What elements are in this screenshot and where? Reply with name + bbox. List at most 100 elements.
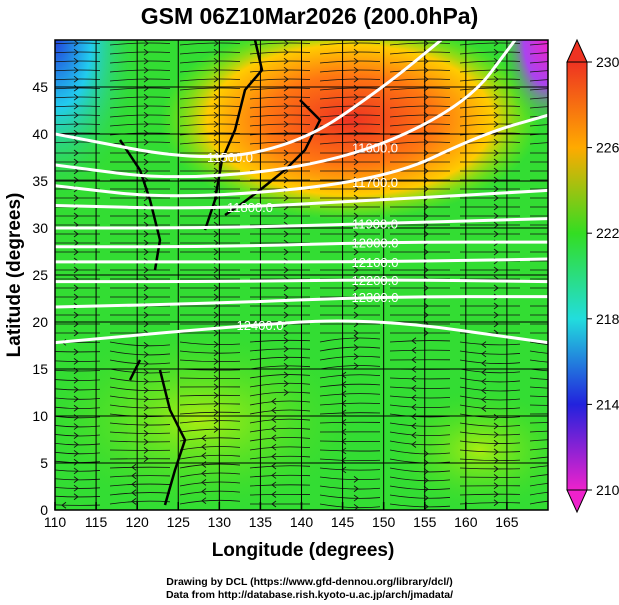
streamline-arrow: [73, 266, 79, 274]
streamline: [109, 341, 171, 347]
streamline-arrow: [341, 399, 347, 407]
streamline: [249, 51, 311, 55]
contour-label: 12000.0: [352, 235, 399, 250]
streamline: [319, 69, 381, 73]
streamline-arrow: [143, 176, 149, 184]
streamline-arrow: [423, 93, 429, 101]
streamline: [109, 51, 171, 55]
streamline-arrow: [131, 472, 137, 480]
streamline: [389, 123, 451, 127]
streamline: [179, 472, 241, 478]
streamline-arrow: [493, 230, 499, 238]
streamline-arrow: [493, 158, 499, 166]
streamline-arrow: [73, 57, 79, 65]
streamline-arrow: [143, 102, 149, 110]
streamline: [529, 97, 548, 100]
streamline-arrow: [283, 102, 289, 110]
streamline-arrow: [73, 404, 79, 412]
streamline-arrow: [481, 387, 487, 394]
streamline: [249, 123, 311, 127]
streamline-arrow: [341, 409, 347, 417]
streamline: [529, 142, 548, 145]
streamline-arrow: [61, 501, 67, 509]
streamline: [529, 395, 548, 398]
streamline-arrow: [411, 431, 417, 439]
streamline: [459, 467, 521, 470]
y-tick-label: 40: [32, 126, 48, 142]
streamline: [109, 87, 171, 91]
streamline-arrow: [213, 40, 219, 47]
streamline-arrow: [73, 129, 79, 137]
coastline: [118, 40, 322, 506]
streamline: [319, 42, 381, 46]
streamline: [529, 368, 548, 372]
streamline-arrow: [552, 368, 556, 374]
streamline: [319, 476, 381, 481]
streamline-arrow: [201, 452, 207, 459]
streamline-arrow: [423, 468, 429, 475]
footer-credit: Drawing by DCL (https://www.gfd-dennou.o…: [166, 576, 453, 588]
streamline: [109, 483, 171, 487]
streamline-arrow: [423, 66, 429, 74]
streamline-arrow: [564, 497, 568, 503]
streamline: [459, 105, 521, 109]
streamline-arrow: [143, 404, 149, 412]
streamline-arrow: [341, 371, 347, 379]
streamline: [55, 360, 101, 362]
colorbar-tick-label: 230: [596, 54, 619, 70]
height-contours: 11500.0 11600.0 11700.0 11800.0 11900.0 12000…: [55, 40, 548, 345]
streamline-arrow: [143, 311, 149, 319]
streamline: [459, 413, 521, 419]
streamline-arrow: [213, 366, 219, 374]
streamline-arrow: [213, 212, 219, 220]
streamline-arrow: [73, 476, 79, 483]
streamline-arrow: [73, 248, 79, 256]
streamline-arrow: [353, 476, 359, 483]
height-contour: [55, 278, 548, 284]
streamline-arrow: [213, 293, 219, 301]
streamline: [319, 105, 381, 109]
streamline-arrow: [213, 417, 219, 425]
streamline: [179, 51, 241, 55]
streamline-arrow: [73, 48, 79, 56]
streamline-arrow: [411, 356, 417, 364]
streamline-arrow: [493, 221, 499, 229]
streamline: [179, 341, 241, 346]
streamline-arrow: [213, 48, 219, 56]
contour-label: 11700.0: [352, 175, 398, 190]
streamline: [55, 425, 101, 428]
streamline: [459, 114, 521, 118]
streamline: [459, 350, 521, 355]
streamline: [389, 467, 451, 473]
streamline-arrow: [481, 396, 487, 403]
streamline-arrow: [353, 311, 359, 319]
streamline-arrow: [283, 129, 289, 137]
streamline: [529, 465, 548, 469]
streamline: [249, 339, 311, 343]
streamline: [109, 440, 171, 443]
streamline: [529, 422, 548, 424]
streamline: [319, 132, 381, 136]
streamline: [109, 141, 171, 145]
streamline-arrow: [201, 434, 207, 442]
streamline: [529, 52, 548, 55]
streamline-arrow: [493, 284, 499, 292]
streamline: [55, 379, 101, 381]
streamline: [529, 474, 548, 478]
streamline-arrow: [73, 311, 79, 319]
streamline-arrow: [341, 418, 347, 426]
streamline-arrow: [143, 57, 149, 65]
y-tick-label: 10: [32, 408, 48, 424]
streamline-arrow: [201, 443, 207, 451]
streamline: [55, 132, 101, 135]
streamline-arrow: [493, 194, 499, 202]
streamline: [179, 394, 241, 397]
streamline-arrow: [493, 176, 499, 184]
streamline: [319, 96, 381, 100]
streamline: [109, 422, 171, 426]
streamline-arrow: [283, 311, 289, 319]
streamline: [55, 478, 101, 481]
streamline: [319, 87, 381, 91]
streamline: [389, 96, 451, 100]
streamline-arrow: [283, 57, 289, 65]
